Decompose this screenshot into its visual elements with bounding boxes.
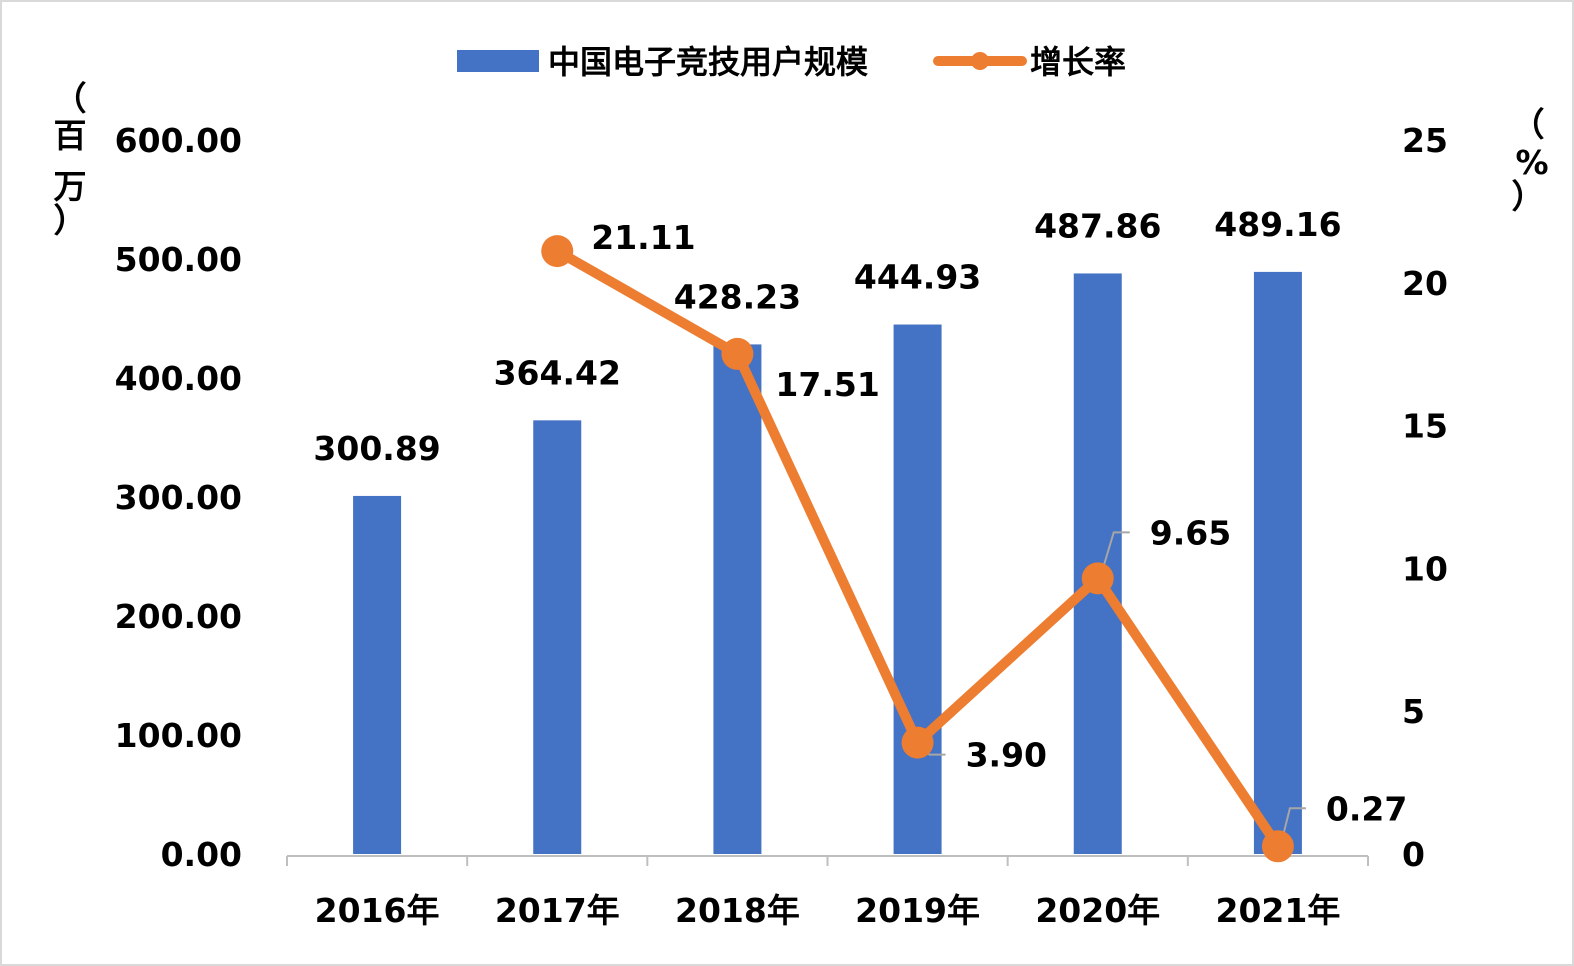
line-data-labels: 21.11 17.51 3.90 9.65 0.27 [591,218,1407,828]
line-data-label: 9.65 [1150,513,1231,552]
line-data-label: 17.51 [775,365,879,404]
legend: 中国电子竞技用户规模 增长率 [457,43,1126,81]
bar [353,495,402,854]
right-unit-char-2: ） [1512,177,1545,216]
left-unit-char-2: 万 [54,167,87,206]
line-point [1261,830,1294,863]
legend-bar-label: 中国电子竞技用户规模 [548,43,868,81]
bar-series [353,271,1302,854]
bar-data-label: 300.89 [313,429,440,468]
right-unit-char-1: % [1515,143,1548,182]
left-unit-char-3: ） [54,201,87,240]
category-label: 2016年 [315,891,440,930]
bar-data-label: 489.16 [1214,205,1341,244]
category-label: 2021年 [1215,891,1340,930]
left-tick-label: 100.00 [115,716,242,755]
right-tick-label: 0 [1402,835,1425,874]
right-tick-label: 10 [1402,549,1448,588]
bar-data-label: 428.23 [674,277,801,316]
line-data-label: 3.90 [966,736,1047,775]
bar [1253,271,1302,854]
leader-line [1100,531,1130,573]
leader-line [1280,807,1306,841]
bar-data-label: 487.86 [1034,206,1161,245]
right-tick-label: 25 [1402,121,1448,160]
category-label: 2019年 [855,891,980,930]
x-axis [286,855,1369,866]
line-data-label: 21.11 [591,218,695,257]
bar [893,324,942,854]
bar-data-label: 364.42 [494,353,621,392]
legend-line-marker [971,52,989,70]
left-tick-label: 0.00 [161,835,242,874]
right-tick-label: 15 [1402,407,1448,446]
left-tick-label: 300.00 [115,478,242,517]
right-tick-label: 5 [1402,692,1425,731]
right-axis-unit-label: （ % ） [1512,105,1549,216]
left-axis-ticks: 0.00 100.00 200.00 300.00 400.00 500.00 600.00 [115,121,242,874]
line-point [541,235,574,268]
left-unit-char-0: （ [54,79,87,118]
legend-line-label: 增长率 [1030,43,1126,81]
line-point [1081,562,1114,595]
right-axis-ticks: 0 5 10 15 20 25 [1402,121,1448,874]
line-point [901,726,934,759]
right-tick-label: 20 [1402,264,1448,303]
bar [713,344,762,854]
right-unit-char-0: （ [1512,105,1545,144]
category-labels: 2016年 2017年 2018年 2019年 2020年 2021年 [315,891,1341,930]
left-tick-label: 500.00 [115,240,242,279]
category-label: 2017年 [495,891,620,930]
left-axis-unit-label: （ 百 万 ） [54,79,87,240]
bar-data-label: 444.93 [854,258,981,297]
bar [533,420,582,854]
left-tick-label: 200.00 [115,597,242,636]
line-series [541,235,1294,863]
left-unit-char-1: 百 [54,116,87,155]
line-data-label: 0.27 [1326,789,1407,828]
left-tick-label: 600.00 [115,121,242,160]
category-label: 2018年 [675,891,800,930]
category-label: 2020年 [1035,891,1160,930]
left-tick-label: 400.00 [115,359,242,398]
line-point [721,337,754,370]
legend-bar-swatch [457,50,539,72]
bar-data-labels: 300.89 364.42 428.23 444.93 487.86 489.16 [313,205,1341,468]
